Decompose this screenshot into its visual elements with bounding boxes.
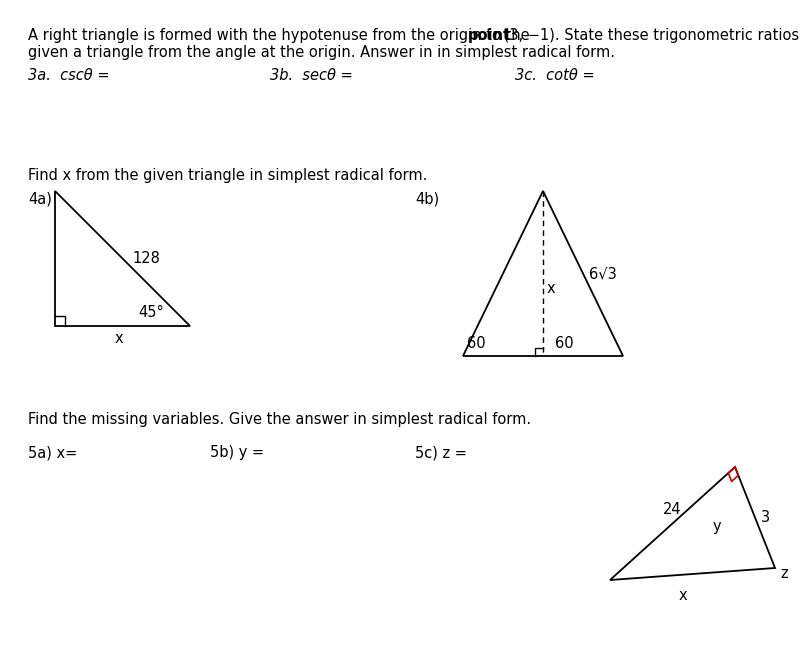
Text: x: x xyxy=(678,588,687,603)
Text: 5c) z =: 5c) z = xyxy=(415,445,467,460)
Text: x: x xyxy=(114,331,123,346)
Text: 60: 60 xyxy=(467,336,486,351)
Text: 128: 128 xyxy=(133,251,160,266)
Text: 6√3: 6√3 xyxy=(589,266,617,281)
Text: 5a) x=: 5a) x= xyxy=(28,445,78,460)
Text: 45°: 45° xyxy=(138,305,164,320)
Text: given a triangle from the angle at the origin. Answer in in simplest radical for: given a triangle from the angle at the o… xyxy=(28,45,615,60)
Text: 5b) y =: 5b) y = xyxy=(210,445,264,460)
Text: y: y xyxy=(713,519,722,534)
Text: Find the missing variables. Give the answer in simplest radical form.: Find the missing variables. Give the ans… xyxy=(28,412,531,427)
Text: 4a): 4a) xyxy=(28,191,52,206)
Text: 4b): 4b) xyxy=(415,191,439,206)
Text: 3: 3 xyxy=(761,510,770,525)
Text: A right triangle is formed with the hypotenuse from the origin to the: A right triangle is formed with the hypo… xyxy=(28,28,534,43)
Text: (3, −1). State these trigonometric ratios: (3, −1). State these trigonometric ratio… xyxy=(499,28,799,43)
Text: 3a.  cscθ =: 3a. cscθ = xyxy=(28,68,110,83)
Text: 3c.  cotθ =: 3c. cotθ = xyxy=(515,68,594,83)
Text: z: z xyxy=(780,566,788,581)
Text: 24: 24 xyxy=(663,502,682,517)
Text: 60: 60 xyxy=(555,336,574,351)
Text: x: x xyxy=(547,281,556,296)
Text: 3b.  secθ =: 3b. secθ = xyxy=(270,68,353,83)
Text: Find x from the given triangle in simplest radical form.: Find x from the given triangle in simple… xyxy=(28,168,427,183)
Text: point: point xyxy=(468,28,511,43)
